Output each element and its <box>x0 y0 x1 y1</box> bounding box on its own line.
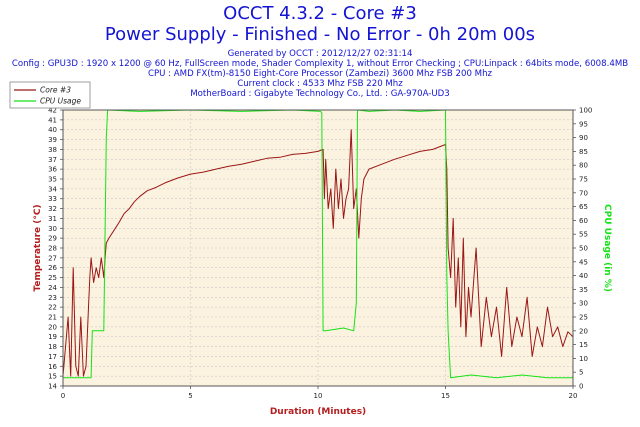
y-tick-label: 20 <box>48 323 57 331</box>
y-tick-label: 17 <box>48 353 57 361</box>
y2-tick-label: 85 <box>579 148 588 156</box>
legend: Core #3 CPU Usage <box>9 81 91 109</box>
y2-tick-label: 95 <box>579 120 588 128</box>
y-tick-label: 37 <box>48 156 57 164</box>
y-tick-label: 16 <box>48 363 57 371</box>
y-tick-label: 26 <box>48 264 57 272</box>
y2-tick-label: 40 <box>579 272 588 280</box>
y2-tick-label: 35 <box>579 286 588 294</box>
y-tick-label: 21 <box>48 314 57 322</box>
y-axis-label: Temperature (°C) <box>33 204 43 291</box>
series-core3-line <box>62 129 574 377</box>
y-tick-label: 35 <box>48 176 57 184</box>
info-motherboard: MotherBoard : Gigabyte Technology Co., L… <box>190 89 450 99</box>
series-layer <box>62 109 574 379</box>
info-clock: Current clock : 4533 Mhz FSB 220 Mhz <box>237 79 403 89</box>
y-tick-label: 32 <box>48 205 57 213</box>
y2-tick-label: 20 <box>579 327 588 335</box>
y2-tick-label: 30 <box>579 300 588 308</box>
chart-title: OCCT 4.3.2 - Core #3 <box>223 3 417 24</box>
x-tick-label: 10 <box>314 392 323 400</box>
y2-tick-label: 100 <box>579 107 592 115</box>
info-cpu: CPU : AMD FX(tm)-8150 Eight-Core Process… <box>147 69 493 79</box>
y-tick-label: 42 <box>48 107 57 115</box>
y2-tick-label: 80 <box>579 162 588 170</box>
y-tick-label: 39 <box>48 136 57 144</box>
x-tick-label: 15 <box>441 392 450 400</box>
y-tick-label: 41 <box>48 116 57 124</box>
y2-tick-label: 10 <box>579 355 588 363</box>
y2-tick-label: 70 <box>579 189 588 197</box>
y-tick-label: 18 <box>48 343 57 351</box>
axes: 1415161718192021222324252627282930313233… <box>33 107 612 418</box>
y2-tick-label: 50 <box>579 245 588 253</box>
y-tick-label: 34 <box>48 185 57 193</box>
x-tick-label: 0 <box>61 392 65 400</box>
y-tick-label: 33 <box>48 195 57 203</box>
y-tick-label: 24 <box>48 284 57 292</box>
y-tick-label: 28 <box>48 245 57 253</box>
legend-box <box>9 81 91 109</box>
y-tick-label: 22 <box>48 304 57 312</box>
x-axis-label: Duration (Minutes) <box>270 407 366 417</box>
x-tick-label: 5 <box>188 392 192 400</box>
y2-tick-label: 75 <box>579 176 588 184</box>
chart-subtitle: Power Supply - Finished - No Error - 0h … <box>104 24 536 45</box>
series-cpu-usage-line <box>63 109 573 379</box>
legend-entry: CPU Usage <box>40 97 81 106</box>
y-tick-label: 19 <box>48 333 57 341</box>
y-tick-label: 40 <box>48 126 57 134</box>
y2-tick-label: 65 <box>579 203 588 211</box>
y-tick-label: 27 <box>48 254 57 262</box>
y2-tick-label: 5 <box>579 369 583 377</box>
y-tick-label: 23 <box>48 294 57 302</box>
y2-tick-label: 25 <box>579 314 588 322</box>
y2-tick-label: 0 <box>579 383 583 391</box>
y2-tick-label: 15 <box>579 341 588 349</box>
info-generated: Generated by OCCT : 2012/12/27 02:31:14 <box>227 49 413 59</box>
y2-tick-label: 60 <box>579 217 588 225</box>
y2-axis-label: CPU Usage (in %) <box>602 204 612 292</box>
y-tick-label: 31 <box>48 215 57 223</box>
y-tick-label: 25 <box>48 274 57 282</box>
y2-tick-label: 45 <box>579 258 588 266</box>
y2-tick-label: 90 <box>579 134 588 142</box>
legend-entry: Core #3 <box>40 86 71 95</box>
x-tick-label: 20 <box>569 392 578 400</box>
y-tick-label: 29 <box>48 235 57 243</box>
y2-tick-label: 55 <box>579 231 588 239</box>
y-tick-label: 14 <box>48 383 57 391</box>
y-tick-label: 38 <box>48 146 57 154</box>
info-config: Config : GPU3D : 1920 x 1200 @ 60 Hz, Fu… <box>11 59 629 69</box>
y-tick-label: 30 <box>48 225 57 233</box>
y-tick-label: 15 <box>48 373 57 381</box>
y-tick-label: 36 <box>48 166 57 174</box>
